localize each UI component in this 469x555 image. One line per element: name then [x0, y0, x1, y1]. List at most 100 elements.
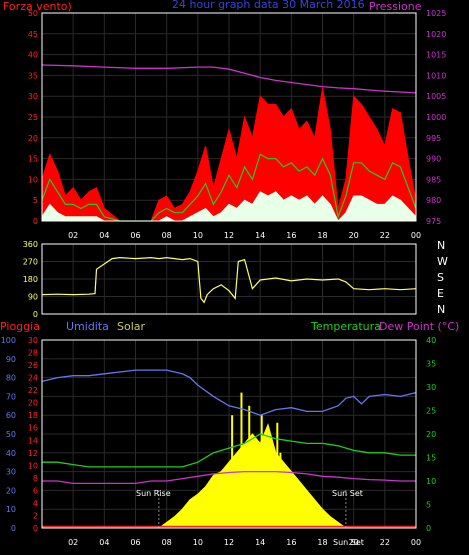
pressure-tick-label: 980: [426, 196, 441, 205]
wind-tick-label: 30: [28, 92, 38, 101]
x-tick-label: 08: [162, 231, 172, 240]
pressure-tick-label: 1000: [426, 113, 446, 122]
x-tick-label: 12: [224, 538, 234, 547]
direction-line: [41, 256, 417, 304]
wind-axis-label: Forza vento): [3, 0, 72, 13]
rain-tick-label: 20: [28, 399, 38, 408]
wind-avg-line: [41, 153, 417, 222]
rain-tick-label: 16: [28, 424, 38, 433]
wind-tick-label: 5: [33, 196, 38, 205]
humidity-line: [41, 369, 417, 416]
x-tick-label: 02: [68, 231, 78, 240]
pressure-tick-label: 990: [426, 155, 441, 164]
wind-tick-label: 50: [28, 9, 38, 18]
wind-tick-label: 40: [28, 51, 38, 60]
compass-label: E: [437, 287, 444, 300]
x-tick-label: 18: [317, 231, 327, 240]
rain-tick-label: 4: [33, 499, 38, 508]
rain-tick-label: 24: [28, 374, 38, 383]
pressure-axis-label: Pressione: [369, 0, 422, 13]
humidity-tick-label: 40: [6, 449, 16, 458]
temperature-tick-label: 0: [426, 524, 431, 533]
rain-tick-label: 30: [28, 336, 38, 345]
mid-series: [41, 256, 417, 304]
temperature-tick-label: 40: [426, 336, 436, 345]
x-tick-label: 06: [130, 538, 140, 547]
rain-tick-label: 26: [28, 361, 38, 370]
chart-title: 24 hour graph data 30 March 2016: [172, 0, 365, 11]
direction-tick-label: 0: [33, 310, 38, 319]
temperature-header: Temperatura: [310, 320, 381, 333]
temperature-tick-label: 15: [426, 454, 436, 463]
x-tick-label: 22: [380, 538, 390, 547]
temperature-tick-label: 10: [426, 477, 436, 486]
pressure-line: [41, 64, 417, 94]
wind-tick-label: 35: [28, 71, 38, 80]
sunrise-label: Sun Rise: [136, 489, 171, 498]
humidity-tick-label: 100: [1, 336, 16, 345]
temperature-ticks: 40 35 30 25 20 15 10 5 0: [426, 336, 436, 533]
solar-area: [157, 423, 348, 529]
wind-max-area: [41, 87, 417, 222]
rain-header: Pioggia: [0, 320, 40, 333]
x-tick-label: 02: [68, 538, 78, 547]
sunset-bottom-label: Sun Set: [333, 538, 364, 547]
humidity-tick-label: 20: [6, 486, 16, 495]
humidity-tick-label: 50: [6, 430, 16, 439]
x-tick-label: 04: [99, 231, 109, 240]
x-tick-label: 08: [162, 538, 172, 547]
bottom-frame: [41, 339, 417, 529]
humidity-tick-label: 60: [6, 411, 16, 420]
compass-label: N: [437, 303, 445, 316]
x-tick-label: 12: [224, 231, 234, 240]
x-tick-label: 20: [349, 231, 359, 240]
humidity-tick-label: 80: [6, 374, 16, 383]
humidity-tick-label: 0: [11, 524, 16, 533]
direction-tick-label: 270: [23, 258, 38, 267]
mid-grid: [42, 244, 416, 314]
dewpoint-line: [42, 470, 416, 485]
wind-tick-label: 45: [28, 30, 38, 39]
direction-tick-label: 90: [28, 293, 38, 302]
x-tick-label: 14: [255, 231, 265, 240]
x-tick-label: 00: [411, 231, 421, 240]
bottom-time-ticks: 02 04 06 08 10 12 14 16 18 20 22 00: [68, 538, 421, 547]
bottom-series: [41, 369, 417, 529]
sunset-label: Sun Set: [332, 489, 363, 498]
rain-tick-label: 2: [33, 511, 38, 520]
pressure-tick-label: 995: [426, 134, 441, 143]
x-tick-label: 22: [380, 231, 390, 240]
x-tick-label: 04: [99, 538, 109, 547]
rain-humidity-temperature-chart: Pioggia Umidita Solar Temperatura Dew Po…: [0, 320, 459, 547]
wind-tick-label: 20: [28, 134, 38, 143]
rain-tick-label: 8: [33, 474, 38, 483]
dewpoint-header: Dew Point (°C): [379, 320, 459, 333]
mid-frame: [41, 243, 417, 315]
wind-tick-label: 10: [28, 175, 38, 184]
wind-tick-label: 0: [33, 217, 38, 226]
pressure-tick-label: 975: [426, 217, 441, 226]
wind-tick-label: 25: [28, 113, 38, 122]
humidity-tick-label: 70: [6, 392, 16, 401]
compass-label: S: [437, 271, 444, 284]
pressure-tick-label: 1015: [426, 51, 446, 60]
direction-tick-label: 360: [23, 240, 38, 249]
pressure-tick-label: 985: [426, 175, 441, 184]
temperature-line: [42, 433, 416, 468]
pressure-tick-label: 1020: [426, 30, 446, 39]
solar-header: Solar: [117, 320, 146, 333]
wind-min-area: [41, 191, 417, 222]
humidity-tick-label: 10: [6, 505, 16, 514]
direction-tick-label: 180: [23, 275, 38, 284]
rain-tick-label: 18: [28, 411, 38, 420]
rain-tick-label: 6: [33, 486, 38, 495]
top-time-ticks: 02 04 06 08 10 12 14 16 18 20 22 00: [68, 231, 421, 240]
pressure-tick-label: 1005: [426, 92, 446, 101]
x-tick-label: 18: [317, 538, 327, 547]
rain-tick-label: 0: [33, 524, 38, 533]
wind-tick-label: 15: [28, 155, 38, 164]
